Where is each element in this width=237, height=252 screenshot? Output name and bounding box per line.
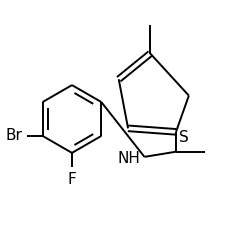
Text: S: S	[179, 130, 189, 145]
Text: Br: Br	[6, 129, 23, 143]
Text: F: F	[68, 172, 76, 186]
Text: NH: NH	[118, 150, 141, 166]
